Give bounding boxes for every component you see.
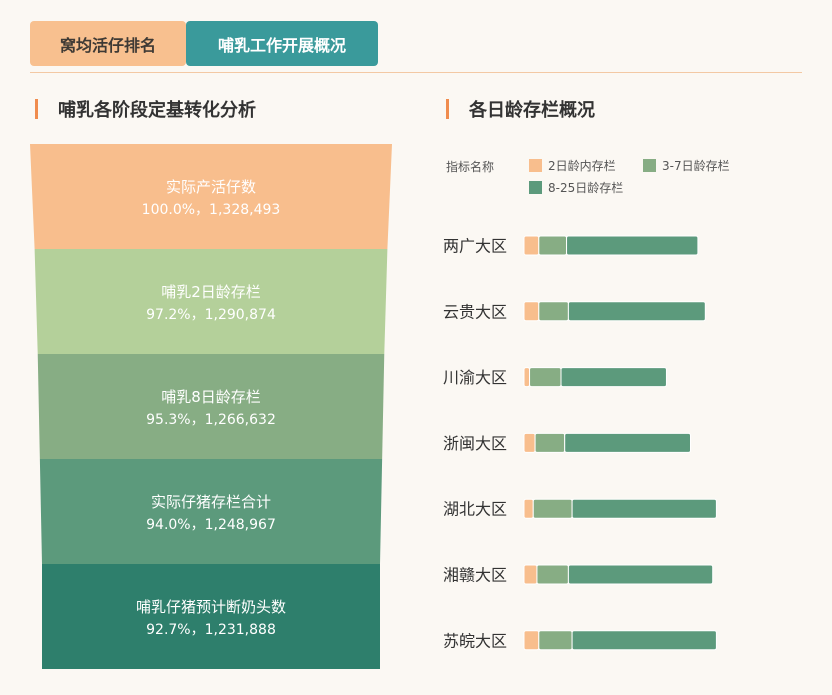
funnel-title: 哺乳各阶段定基转化分析: [58, 100, 256, 121]
funnel-stage-name: 实际仔猪存栏合计: [151, 493, 271, 511]
tab-divider: [30, 72, 802, 73]
bar-segment: [523, 301, 540, 322]
funnel-section-title: 哺乳各阶段定基转化分析: [35, 96, 256, 122]
bar-segment: [534, 432, 566, 453]
bar-segment: [523, 498, 534, 519]
legend-swatch: [643, 159, 656, 172]
legend-swatch: [529, 159, 542, 172]
funnel-stage-name: 哺乳2日龄存栏: [161, 283, 261, 301]
section-accent-bar: [446, 99, 449, 119]
bar-segment: [567, 564, 714, 585]
bar-title: 各日龄存栏概况: [469, 100, 595, 121]
legend-label: 3-7日龄存栏: [662, 158, 730, 173]
bar-segment: [523, 432, 536, 453]
funnel-stage-label: 94.0%，1,248,967: [146, 517, 276, 533]
funnel-segment: [39, 459, 383, 564]
funnel-segment: [34, 249, 388, 354]
tab-ranking[interactable]: 窝均活仔排名: [30, 21, 186, 66]
funnel-stage-label: 97.2%，1,290,874: [146, 307, 276, 323]
funnel-stage-label: 95.3%，1,266,632: [146, 412, 276, 428]
funnel-segment: [42, 564, 380, 669]
bar-section-title: 各日龄存栏概况: [446, 96, 595, 122]
legend-title: 指标名称: [446, 159, 494, 174]
legend-label: 2日龄内存栏: [548, 158, 616, 173]
funnel-stage-label: 100.0%，1,328,493: [142, 202, 281, 218]
funnel-stage-name: 哺乳8日龄存栏: [161, 388, 261, 406]
bar-segment: [560, 367, 667, 388]
bar-segment: [532, 498, 573, 519]
bar-segment: [571, 630, 717, 651]
funnel-chart: 实际产活仔数 100.0%，1,328,493 哺乳2日龄存栏 97.2%，1,290…: [30, 144, 392, 669]
category-label: 两广大区: [443, 237, 507, 256]
stacked-bar-chart: 指标名称 2日龄内存栏 3-7日龄存栏 8-25日龄存栏两广大区云贵大区川渝大区浙闽大…: [443, 158, 730, 651]
category-label: 苏皖大区: [443, 631, 507, 650]
bar-segment: [523, 235, 540, 256]
funnel-stage-label: 92.7%，1,231,888: [146, 622, 276, 638]
tab-bar: 窝均活仔排名 哺乳工作开展概况: [30, 21, 378, 66]
legend-label: 8-25日龄存栏: [548, 180, 623, 195]
bar-segment: [567, 301, 706, 322]
bar-segment: [523, 630, 540, 651]
bar-segment: [523, 367, 531, 388]
legend-swatch: [529, 181, 542, 194]
bar-segment: [538, 630, 573, 651]
bar-segment: [536, 564, 569, 585]
tab-lactation-overview[interactable]: 哺乳工作开展概况: [186, 21, 378, 66]
category-label: 川渝大区: [443, 368, 507, 387]
bar-segment: [538, 235, 568, 256]
bar-segment: [538, 301, 569, 322]
funnel-stage-name: 实际产活仔数: [166, 178, 256, 196]
section-accent-bar: [35, 99, 38, 119]
bar-segment: [523, 564, 538, 585]
funnel-segment: [30, 144, 392, 249]
funnel-stage-name: 哺乳仔猪预计断奶头数: [136, 598, 286, 616]
bar-segment: [566, 235, 699, 256]
category-label: 湘赣大区: [443, 566, 507, 585]
funnel-segment: [37, 354, 385, 459]
bar-segment: [564, 432, 691, 453]
category-label: 浙闽大区: [443, 434, 507, 453]
bar-segment: [571, 498, 717, 519]
bar-segment: [529, 367, 562, 388]
category-label: 云贵大区: [443, 302, 507, 321]
category-label: 湖北大区: [443, 500, 507, 519]
